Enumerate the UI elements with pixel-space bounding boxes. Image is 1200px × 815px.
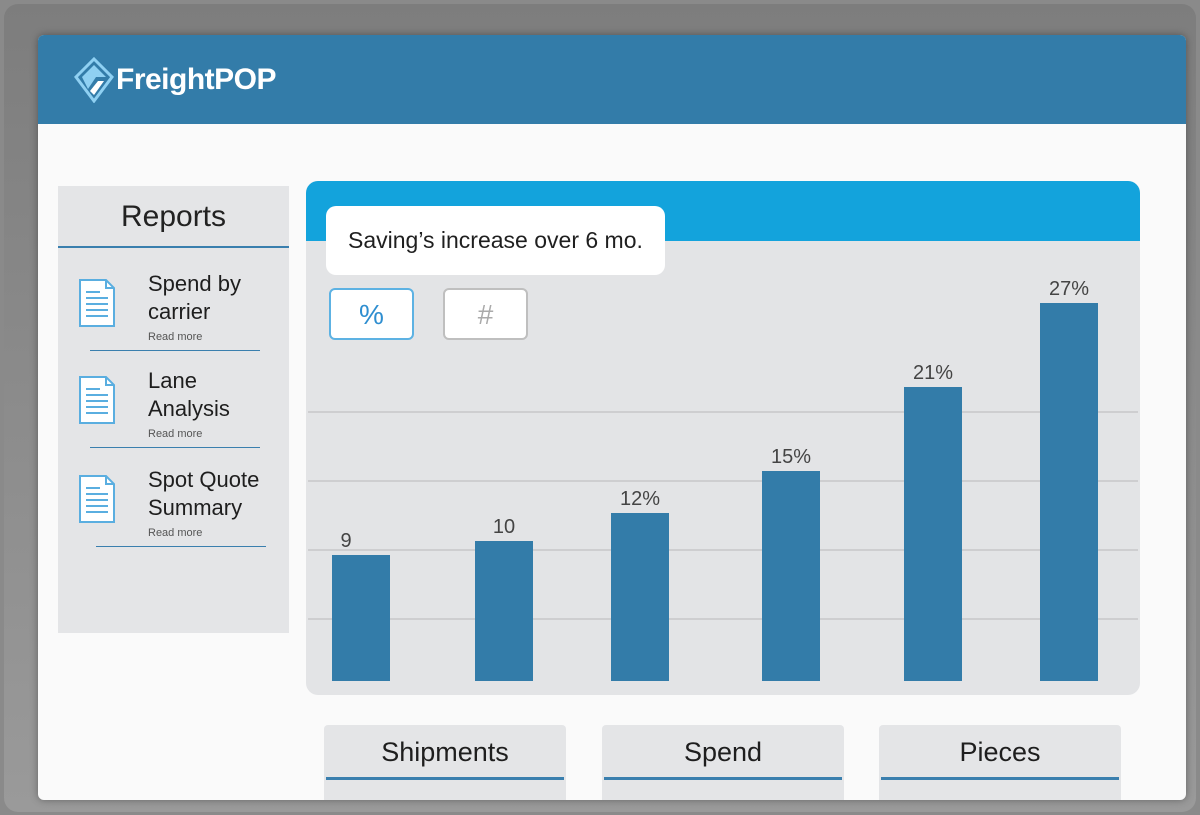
report-label-line1: Lane xyxy=(148,368,197,393)
report-label: Spot Quote Summary xyxy=(148,466,286,522)
stat-card-spend[interactable]: Spend xyxy=(602,725,844,800)
report-item-spend-by-carrier[interactable]: Spend by carrier Read more xyxy=(58,270,289,366)
read-more-link[interactable]: Read more xyxy=(148,428,203,440)
brand-name: FreightPOP xyxy=(116,63,277,96)
bar-5 xyxy=(904,387,962,681)
report-label: Spend by carrier xyxy=(148,270,286,326)
bar-2 xyxy=(475,541,533,681)
stat-card-pieces[interactable]: Pieces xyxy=(879,725,1121,800)
savings-bar-chart: 9 10 12% 15% 21% 27% xyxy=(308,278,1138,681)
reports-title: Reports xyxy=(58,186,289,248)
bar-value-label: 15% xyxy=(771,446,811,468)
report-label-line2: carrier xyxy=(148,299,211,324)
bar-1 xyxy=(332,555,390,681)
document-icon xyxy=(79,376,115,424)
stat-underline xyxy=(604,777,842,780)
divider xyxy=(90,350,260,351)
stat-underline xyxy=(326,777,564,780)
bar-4 xyxy=(762,471,820,681)
document-icon xyxy=(79,279,115,327)
divider xyxy=(90,447,260,448)
bar-value-label: 12% xyxy=(620,488,660,510)
stat-label: Pieces xyxy=(959,737,1041,767)
read-more-link[interactable]: Read more xyxy=(148,527,203,539)
report-label-line1: Spend by xyxy=(148,271,241,296)
bar-value-label: 10 xyxy=(493,516,515,538)
bar-3 xyxy=(611,513,669,681)
stat-label: Spend xyxy=(683,737,763,767)
freightpop-logo-icon xyxy=(74,57,114,103)
top-bar: FreightPOP xyxy=(38,35,1186,124)
report-item-spot-quote-summary[interactable]: Spot Quote Summary Read more xyxy=(58,466,289,562)
count-toggle-button[interactable]: # xyxy=(443,288,528,340)
chart-title: Saving’s increase over 6 mo. xyxy=(326,206,665,275)
stat-underline xyxy=(881,777,1119,780)
bar-value-label: 21% xyxy=(913,362,953,384)
read-more-link[interactable]: Read more xyxy=(148,331,203,343)
bar-value-label: 27% xyxy=(1049,278,1089,300)
report-label-line2: Analysis xyxy=(148,396,230,421)
document-icon xyxy=(79,475,115,523)
brand-logo[interactable]: FreightPOP xyxy=(74,57,277,103)
report-label-line1: Spot Quote xyxy=(148,467,260,492)
bar-6 xyxy=(1040,303,1098,681)
divider xyxy=(96,546,266,547)
app-window: FreightPOP Reports Spend by carrier Read… xyxy=(38,35,1186,800)
reports-panel: Reports Spend by carrier Read more xyxy=(58,186,289,633)
report-label-line2: Summary xyxy=(148,495,243,520)
stat-card-shipments[interactable]: Shipments xyxy=(324,725,566,800)
savings-chart-panel: 9 10 12% 15% 21% 27% Saving’s increase over 6… xyxy=(306,181,1140,695)
percent-toggle-button[interactable]: % xyxy=(329,288,414,340)
report-item-lane-analysis[interactable]: Lane Analysis Read more xyxy=(58,367,289,463)
report-label: Lane Analysis xyxy=(148,367,286,423)
bar-value-label: 9 xyxy=(340,530,351,552)
stat-label: Shipments xyxy=(381,737,509,767)
